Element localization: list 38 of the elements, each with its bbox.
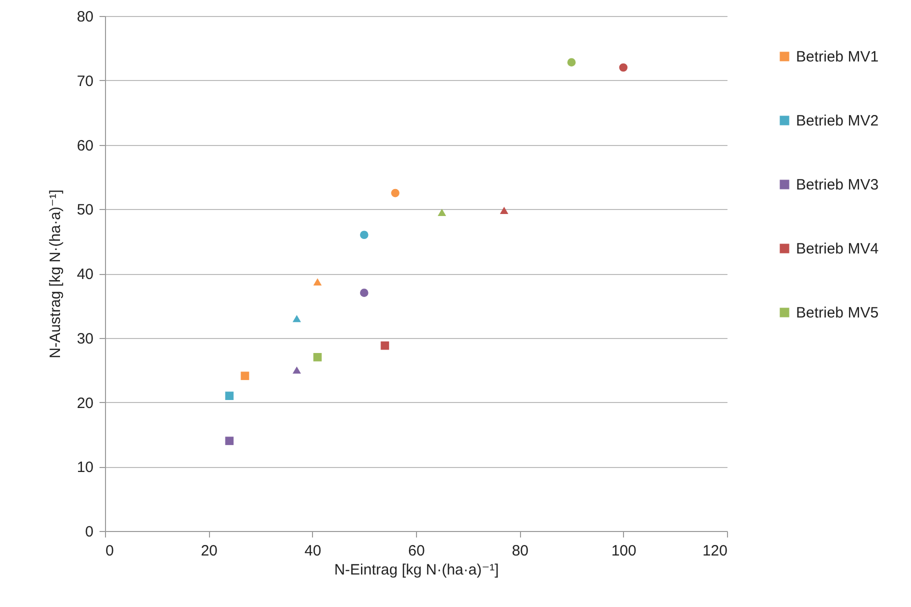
x-tick-label: 120: [702, 542, 728, 560]
point: [225, 392, 234, 400]
x-tick-label: 40: [304, 542, 322, 560]
x-tick-label: 100: [611, 542, 636, 560]
point: [360, 230, 368, 240]
point: [360, 288, 368, 297]
point: [313, 353, 322, 362]
point: [567, 58, 576, 67]
legend-label: Betrieb MV1: [796, 48, 879, 66]
y-tick-label: 50: [76, 202, 94, 219]
y-tick-label: 10: [76, 459, 94, 476]
legend-label: Betrieb MV2: [796, 112, 879, 130]
x-tick-label: 20: [200, 542, 218, 560]
y-tick-label: 60: [76, 137, 94, 154]
legend-label: Betrieb MV5: [796, 304, 879, 322]
y-tick-label: 70: [76, 72, 94, 90]
y-tick-label: 0: [85, 524, 94, 540]
point: [292, 314, 301, 322]
legend-label: Betrieb MV3: [796, 176, 879, 194]
y-tick-label: 40: [76, 266, 94, 283]
point: [313, 278, 322, 286]
legend-label: Betrieb MV4: [796, 240, 879, 258]
point: [240, 372, 250, 380]
point: [292, 366, 301, 374]
x-tick-label: 0: [106, 542, 114, 560]
x-axis-title: N-Eintrag [kg N·(ha·a)⁻¹]: [334, 562, 499, 578]
y-tick-label: 80: [76, 8, 94, 26]
x-tick-label: 60: [408, 542, 425, 560]
y-tick-label: 30: [76, 330, 94, 348]
point: [380, 341, 390, 350]
point: [619, 63, 628, 72]
x-tick-label: 80: [512, 542, 529, 560]
point: [391, 188, 400, 198]
point: [500, 206, 508, 214]
y-axis-title: N-Austrag [kg N·(ha·a)⁻¹]: [46, 190, 64, 358]
point: [438, 208, 446, 216]
y-tick-label: 20: [76, 394, 94, 412]
point: [225, 436, 234, 446]
